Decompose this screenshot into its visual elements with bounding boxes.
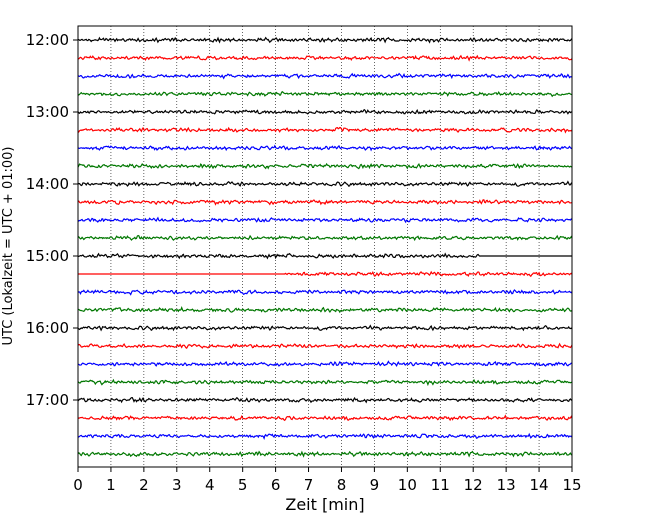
y-axis: 12:00 13:00 14:00 15:00 16:00 17:00 bbox=[26, 31, 78, 409]
trace-14:00 bbox=[77, 180, 573, 188]
y-tick-label: 17:00 bbox=[26, 391, 69, 409]
x-tick-label: 5 bbox=[238, 476, 248, 494]
trace-17:00 bbox=[77, 396, 573, 404]
trace-17:45 bbox=[77, 450, 573, 458]
trace-15:30 bbox=[77, 289, 573, 296]
trace-13:45 bbox=[77, 162, 573, 170]
y-tick-label: 15:00 bbox=[26, 247, 69, 265]
trace-12:45 bbox=[77, 90, 573, 98]
y-axis-label: UTC (Lokalzeit = UTC + 01:00) bbox=[1, 147, 16, 346]
x-axis-label: Zeit [min] bbox=[285, 495, 364, 514]
x-tick-label: 12 bbox=[464, 476, 483, 494]
x-tick-label: 8 bbox=[337, 476, 347, 494]
trace-12:30 bbox=[77, 72, 573, 80]
trace-14:15 bbox=[77, 199, 573, 206]
trace-17:15 bbox=[77, 414, 573, 422]
x-tick-label: 1 bbox=[106, 476, 116, 494]
x-tick-label: 3 bbox=[172, 476, 182, 494]
trace-16:15 bbox=[77, 342, 573, 350]
plot-frame bbox=[77, 25, 573, 468]
trace-12:15 bbox=[77, 54, 573, 62]
trace-16:00 bbox=[77, 324, 573, 332]
x-tick-label: 7 bbox=[304, 476, 314, 494]
trace-12:00 bbox=[77, 36, 573, 44]
x-tick-label: 6 bbox=[271, 476, 281, 494]
trace-16:30 bbox=[77, 360, 573, 367]
trace-14:45 bbox=[77, 234, 573, 242]
traces bbox=[77, 36, 573, 458]
trace-15:15 bbox=[78, 270, 573, 278]
trace-15:45 bbox=[78, 305, 573, 314]
trace-15:00 bbox=[77, 252, 572, 260]
x-tick-label: 2 bbox=[139, 476, 149, 494]
trace-13:00 bbox=[77, 108, 573, 115]
x-tick-label: 0 bbox=[73, 476, 83, 494]
y-tick-label: 16:00 bbox=[26, 319, 69, 337]
y-tick-label: 12:00 bbox=[26, 31, 69, 49]
y-tick-label: 14:00 bbox=[26, 175, 69, 193]
x-tick-label: 9 bbox=[370, 476, 380, 494]
x-tick-label: 4 bbox=[205, 476, 215, 494]
trace-13:30 bbox=[77, 144, 573, 152]
trace-17:30 bbox=[77, 432, 573, 441]
x-tick-label: 15 bbox=[562, 476, 581, 494]
x-tick-label: 13 bbox=[497, 476, 516, 494]
trace-14:30 bbox=[77, 216, 573, 224]
trace-16:45 bbox=[77, 378, 573, 387]
y-tick-label: 13:00 bbox=[26, 103, 69, 121]
x-tick-label: 14 bbox=[530, 476, 549, 494]
trace-13:15 bbox=[77, 126, 573, 134]
x-tick-label: 10 bbox=[398, 476, 417, 494]
x-axis: 0 1 2 3 4 5 6 7 8 9 10 11 12 13 14 15 bbox=[73, 467, 582, 494]
x-tick-label: 11 bbox=[431, 476, 450, 494]
